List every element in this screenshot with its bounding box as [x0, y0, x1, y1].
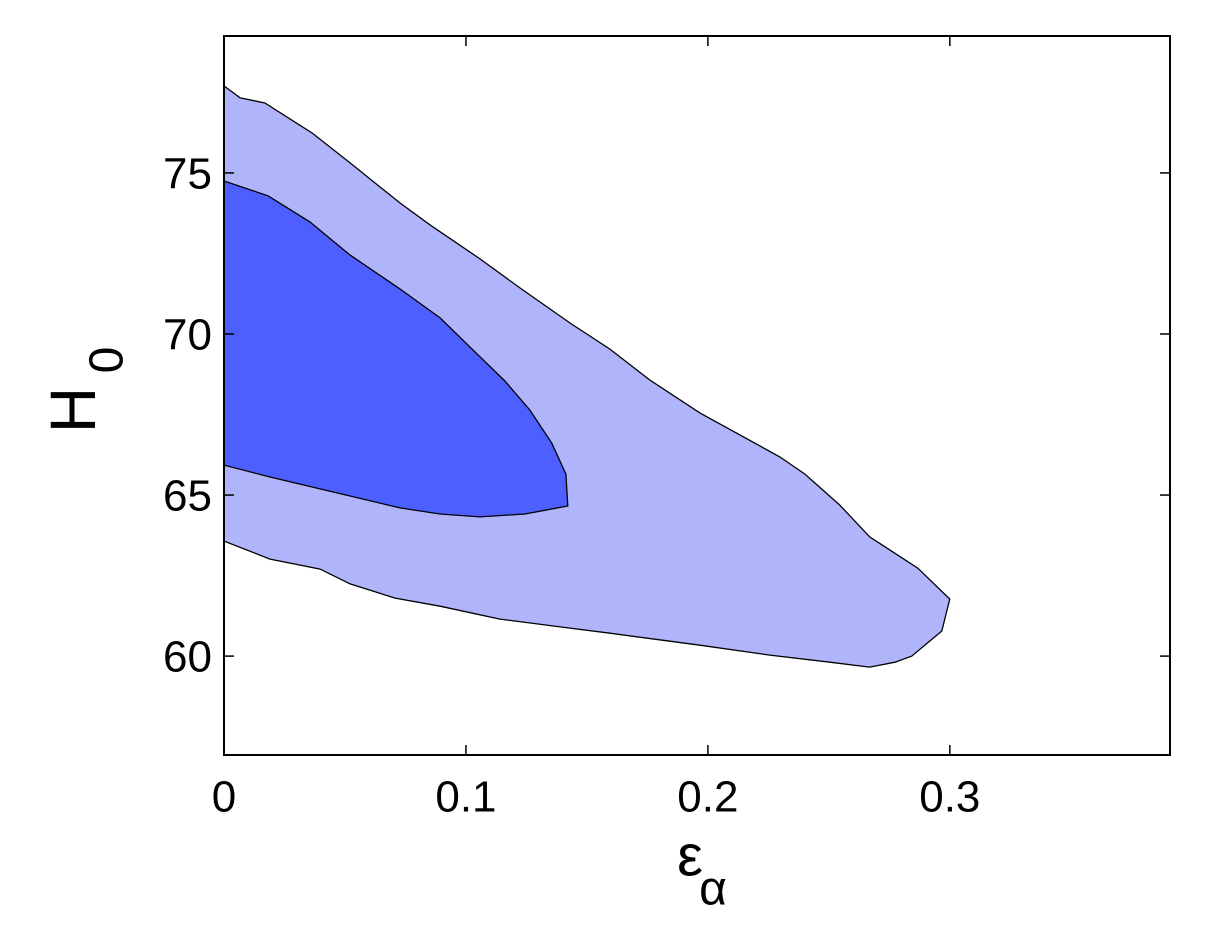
x-tick-label: 0: [212, 773, 236, 822]
y-tick-label: 75: [163, 150, 212, 199]
x-tick-label: 0.2: [677, 773, 738, 822]
y-axis-label: H: [37, 387, 109, 433]
plot-frame: [223, 35, 1171, 756]
x-tick-label: 0.3: [919, 773, 980, 822]
contour-region: [223, 84, 951, 668]
y-axis-label-subscript: 0: [81, 347, 134, 374]
plot-area: [223, 84, 951, 668]
y-tick-label: 70: [163, 311, 212, 360]
x-axis-label: ε: [677, 823, 703, 888]
y-tick-label: 65: [163, 472, 212, 521]
x-axis-label-subscript: α: [699, 863, 727, 916]
y-tick-label: 60: [163, 633, 212, 682]
x-tick-label: 0.1: [435, 773, 496, 822]
contour-region: [223, 180, 569, 518]
